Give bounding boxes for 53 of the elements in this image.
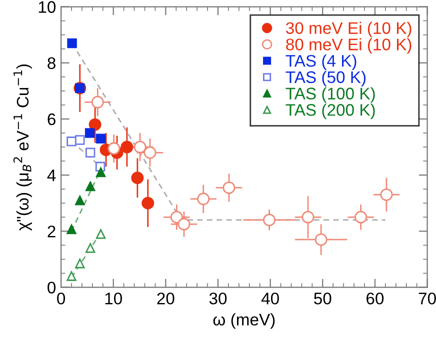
point [263,214,276,226]
point [134,140,146,154]
point [85,243,96,253]
y-tick-label: 8 [48,57,56,70]
point [354,210,368,224]
y-axis-title: χ"(ω) (μ$_{B}$$^{2}$ eV$^{−1}$ Cu$^{−1}$) [13,64,32,231]
legend-label: TAS (200 K) [286,104,375,120]
y-tick-label: 4 [47,170,56,182]
legend-label: TAS (50 K) [286,70,366,86]
point [66,224,76,234]
point [66,136,76,146]
point [85,181,96,192]
point [75,135,85,145]
y-tick-label: 2 [48,226,56,238]
y-tick-label: 0 [48,282,56,294]
point [197,192,210,206]
point [96,229,106,239]
point [302,210,314,224]
point [88,118,102,131]
point [66,271,76,281]
point [380,188,393,201]
point [314,233,328,246]
x-tick-label: 70 [418,292,436,304]
point [222,181,236,194]
y-tick-label: 6 [48,113,56,126]
x-tick-label: 40 [261,292,279,304]
point [67,38,77,48]
point [120,140,134,154]
point [144,146,156,159]
x-tick-label: 60 [366,292,384,304]
legend-label: 80 meV Ei (10 K) [286,38,412,54]
x-tick-label: 20 [157,292,174,304]
legend-label: 30 meV Ei (10 K) [286,22,412,38]
y-tick-label: 10 [38,1,56,13]
point [108,142,120,155]
point [84,128,95,138]
point [75,258,85,268]
legend-label: TAS (4 K) [286,54,356,70]
point [96,167,106,178]
point [85,148,96,158]
point [142,196,154,210]
x-tick-label: 10 [105,292,122,304]
point [178,218,190,230]
point [170,210,183,224]
x-tick-label: 50 [314,292,332,304]
point [96,134,106,144]
legend-label: TAS (100 K) [286,87,375,103]
x-tick-label: 30 [209,292,227,304]
point [131,172,144,184]
x-axis-title: ω (meV) [213,313,275,329]
point [91,96,104,108]
x-tick-label: 0 [57,292,66,304]
point [75,195,85,206]
